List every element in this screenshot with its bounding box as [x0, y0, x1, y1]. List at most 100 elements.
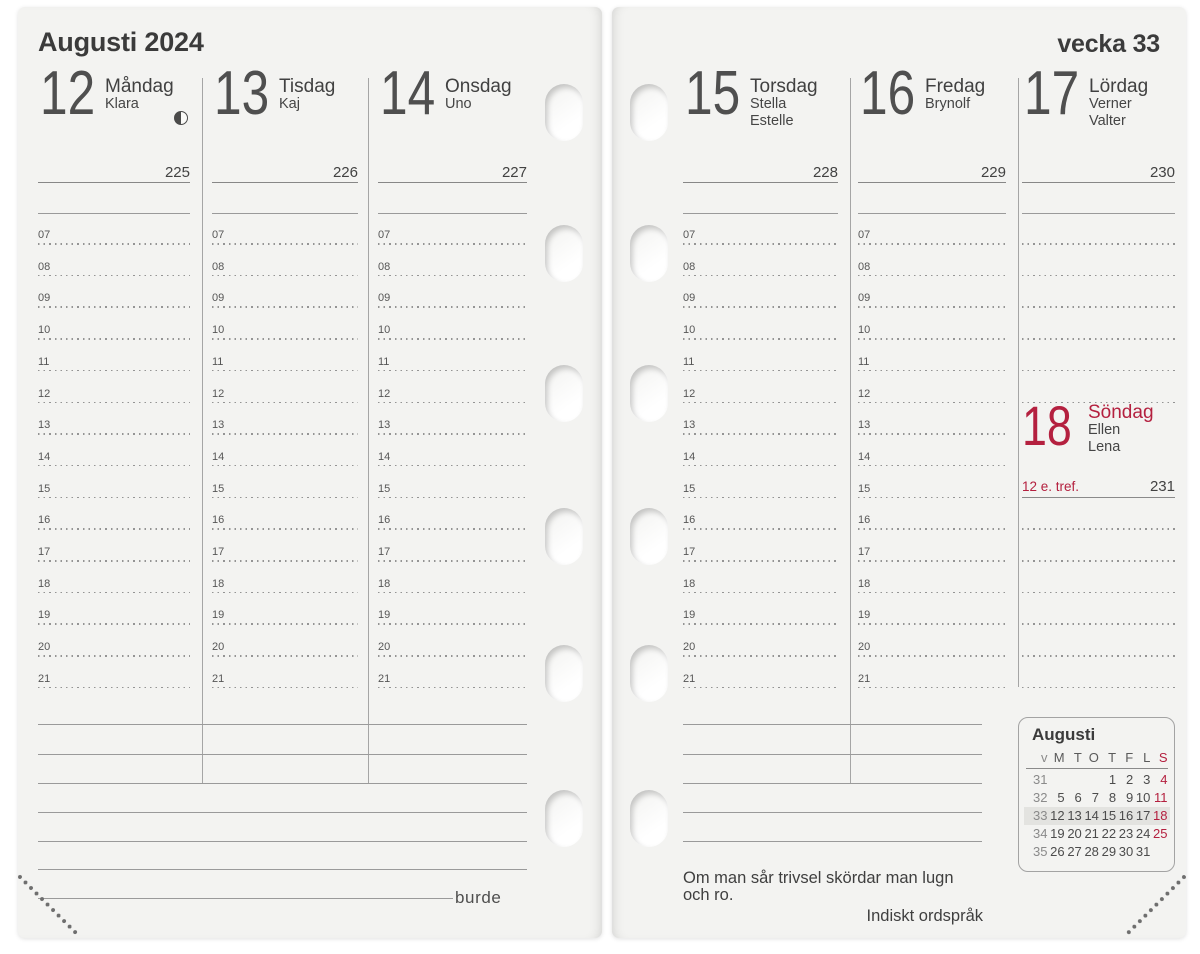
right-page-content: 15 Torsdag Stella Estelle 228 07 08 09 10 11 12 13 1… — [612, 7, 1186, 938]
hour-label: 14 — [858, 450, 871, 463]
hour-line — [378, 623, 527, 625]
mini-calendar-day-header: T — [1073, 750, 1082, 765]
hour-label: 19 — [858, 609, 871, 622]
hour-line — [212, 686, 358, 689]
mini-calendar-date: 24 — [1135, 826, 1151, 841]
hour-line — [858, 464, 1006, 467]
hour-line — [212, 274, 358, 277]
quote-attribution: Indiskt ordspråk — [866, 906, 983, 925]
hour-line — [858, 274, 1006, 277]
mini-calendar-date: 26 — [1050, 844, 1065, 859]
mini-calendar-grid: v M T O T F L S 31 1 2 3 4 32 5 6 7 8 9 10 11 33 12 13 14 15 16 17 1… — [1024, 749, 1170, 861]
hour-line — [38, 655, 190, 657]
weekday-label: Lördag — [1089, 76, 1149, 97]
mini-calendar-date — [1084, 771, 1101, 789]
hour-line — [683, 433, 838, 435]
hour-label: 17 — [38, 546, 51, 558]
hour-line — [38, 623, 190, 625]
hour-line — [378, 433, 527, 435]
nameday-label: Klara — [105, 96, 139, 112]
mini-calendar-week-number: 31 — [1033, 772, 1048, 787]
hour-line — [1022, 274, 1175, 277]
weekday-label: Fredag — [925, 76, 986, 97]
hour-label: 09 — [683, 292, 696, 305]
hour-line — [38, 369, 190, 372]
mini-calendar-week-number: 32 — [1033, 790, 1048, 805]
hour-label: 21 — [683, 672, 696, 685]
hour-label: 10 — [858, 324, 871, 337]
binder-hole — [545, 225, 583, 282]
weekday-label: Onsdag — [445, 76, 512, 97]
hour-line — [378, 655, 527, 657]
hour-line — [683, 528, 838, 530]
hour-label: 14 — [38, 450, 51, 463]
weekday-label: Tisdag — [279, 76, 336, 97]
mini-calendar-date — [1067, 771, 1084, 789]
quote: Om man sår trivsel skördar man lugn och … — [683, 869, 983, 926]
hour-label: 11 — [683, 355, 695, 368]
hour-label: 18 — [378, 577, 391, 590]
hour-label: 19 — [683, 609, 696, 622]
day-number: 12 — [40, 59, 96, 128]
hour-label: 12 — [378, 387, 391, 400]
hour-line — [858, 686, 1006, 689]
weekday-label: Torsdag — [750, 76, 818, 97]
sunday-block: 18 Söndag Ellen Lena 12 e. tref. 231 — [1022, 398, 1175, 500]
day-header-rule — [212, 181, 358, 184]
hour-label: 19 — [378, 609, 391, 622]
notes-rule — [38, 213, 190, 215]
sunday-rule-line — [1022, 497, 1175, 499]
column-divider — [202, 78, 204, 783]
nameday-label: Brynolf — [925, 96, 971, 112]
sunday-nameday-label: Ellen — [1088, 422, 1121, 438]
hour-line — [1022, 686, 1175, 689]
quote-text: Om man sår trivsel skördar man lugn och … — [683, 869, 954, 905]
hour-line — [38, 528, 190, 530]
hour-label: 10 — [38, 324, 51, 337]
hour-label: 15 — [38, 482, 51, 495]
hour-line — [858, 623, 1006, 625]
binder-hole — [630, 508, 668, 565]
hour-label: 07 — [38, 229, 51, 241]
mini-calendar-date: 8 — [1108, 790, 1117, 805]
hour-line — [38, 433, 190, 435]
mini-calendar-day-header: F — [1125, 750, 1134, 765]
binder-hole — [630, 84, 668, 141]
hour-line — [212, 655, 358, 657]
binder-hole — [545, 645, 583, 702]
hour-line — [1022, 591, 1175, 594]
hour-line — [858, 243, 1006, 245]
mini-calendar-date: 22 — [1101, 826, 1117, 841]
day-header-rule — [1022, 181, 1175, 184]
church-sunday-label: 12 e. tref. — [1022, 479, 1080, 494]
weekday-label: Måndag — [105, 76, 174, 97]
nameday-label: Verner — [1089, 96, 1132, 112]
mini-calendar-date: 6 — [1074, 790, 1082, 805]
mini-calendar-date: 2 — [1125, 772, 1134, 787]
hour-line — [212, 591, 358, 594]
hour-label: 10 — [378, 324, 391, 337]
hour-label: 14 — [683, 450, 696, 463]
hour-line — [378, 306, 527, 308]
hour-label: 16 — [378, 514, 391, 527]
binder-hole — [630, 365, 668, 422]
mini-calendar-day-header: T — [1108, 750, 1117, 765]
hour-label: 17 — [858, 546, 871, 558]
hour-line — [38, 274, 190, 277]
hour-label: 15 — [378, 482, 391, 495]
mini-calendar-date: 25 — [1153, 826, 1168, 841]
brand-logo: burde — [455, 888, 502, 907]
hour-label: 08 — [683, 260, 696, 273]
hour-label: 20 — [683, 641, 696, 654]
binder-hole — [630, 790, 668, 847]
hour-line — [858, 655, 1006, 657]
hour-label: 12 — [683, 387, 696, 400]
hour-label: 20 — [858, 641, 871, 654]
hour-line — [212, 528, 358, 530]
hour-line — [212, 306, 358, 308]
hour-line — [683, 338, 838, 340]
day-header-rule — [683, 181, 838, 184]
hour-line — [683, 243, 838, 245]
mini-calendar-date — [1050, 771, 1067, 789]
hour-label: 18 — [858, 577, 871, 590]
